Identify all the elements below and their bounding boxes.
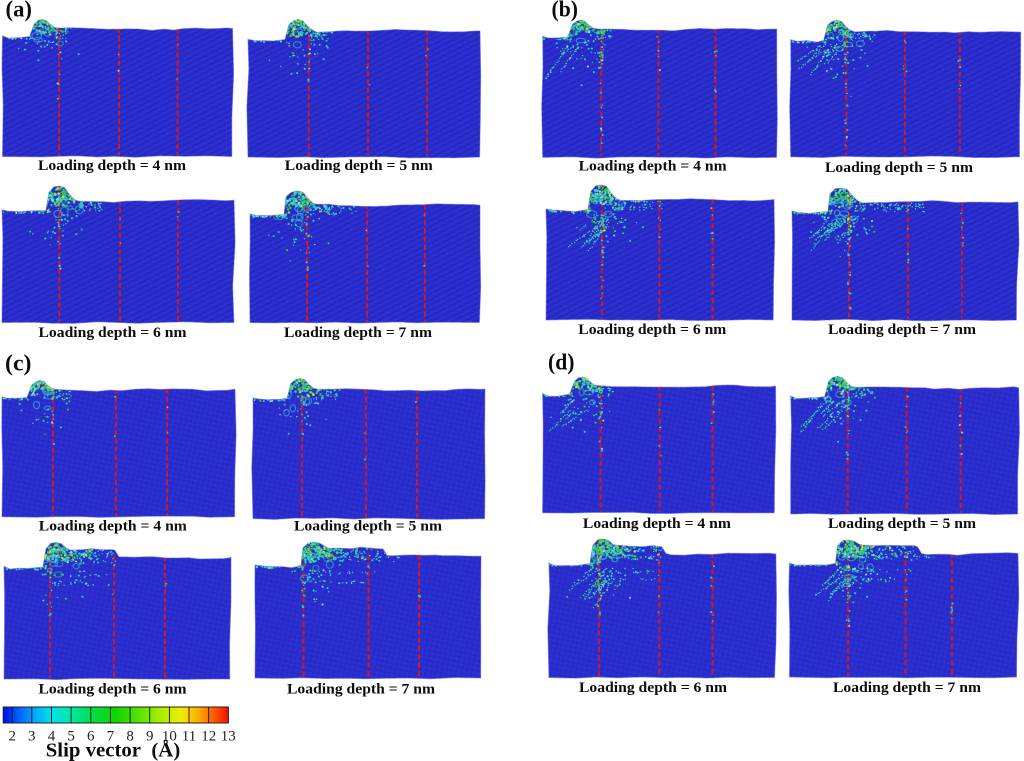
svg-text:Loading depth = 5 nm: Loading depth = 5 nm xyxy=(828,516,977,532)
svg-text:Loading depth = 4 nm: Loading depth = 4 nm xyxy=(583,516,732,532)
svg-text:Loading depth = 5 nm: Loading depth = 5 nm xyxy=(294,519,443,535)
svg-text:(d): (d) xyxy=(548,350,575,375)
svg-text:3: 3 xyxy=(28,729,36,745)
svg-text:10: 10 xyxy=(162,729,177,745)
svg-text:Loading depth = 4 nm: Loading depth = 4 nm xyxy=(39,519,188,535)
svg-text:Loading depth = 7 nm: Loading depth = 7 nm xyxy=(284,325,433,341)
svg-text:Loading depth = 4 nm: Loading depth = 4 nm xyxy=(579,159,728,175)
svg-text:4: 4 xyxy=(48,729,56,745)
svg-text:11: 11 xyxy=(182,729,196,745)
svg-text:Loading depth = 6 nm: Loading depth = 6 nm xyxy=(578,322,727,338)
svg-text:6: 6 xyxy=(87,729,95,745)
svg-text:Loading depth = 7 nm: Loading depth = 7 nm xyxy=(828,322,977,338)
svg-text:13: 13 xyxy=(221,729,236,745)
svg-text:5: 5 xyxy=(67,729,75,745)
svg-text:Loading depth = 7 nm: Loading depth = 7 nm xyxy=(833,680,982,696)
svg-text:Loading depth = 6 nm: Loading depth = 6 nm xyxy=(39,682,188,698)
svg-text:8: 8 xyxy=(126,729,134,745)
svg-text:Loading depth = 7 nm: Loading depth = 7 nm xyxy=(287,682,436,698)
svg-text:(a): (a) xyxy=(6,0,33,22)
svg-text:(c): (c) xyxy=(5,351,32,376)
svg-text:(b): (b) xyxy=(552,0,579,22)
svg-text:Loading depth = 5 nm: Loading depth = 5 nm xyxy=(825,160,974,176)
svg-text:Slip vector (Å): Slip vector (Å) xyxy=(46,739,181,761)
svg-text:Loading depth = 5 nm: Loading depth = 5 nm xyxy=(285,158,434,174)
svg-text:Loading depth = 6 nm: Loading depth = 6 nm xyxy=(39,325,188,341)
svg-text:9: 9 xyxy=(146,729,154,745)
svg-text:7: 7 xyxy=(107,729,115,745)
svg-text:12: 12 xyxy=(201,729,216,745)
svg-text:Loading depth = 6 nm: Loading depth = 6 nm xyxy=(579,680,728,696)
svg-text:2: 2 xyxy=(8,729,16,745)
svg-text:Loading depth = 4 nm: Loading depth = 4 nm xyxy=(38,158,187,174)
